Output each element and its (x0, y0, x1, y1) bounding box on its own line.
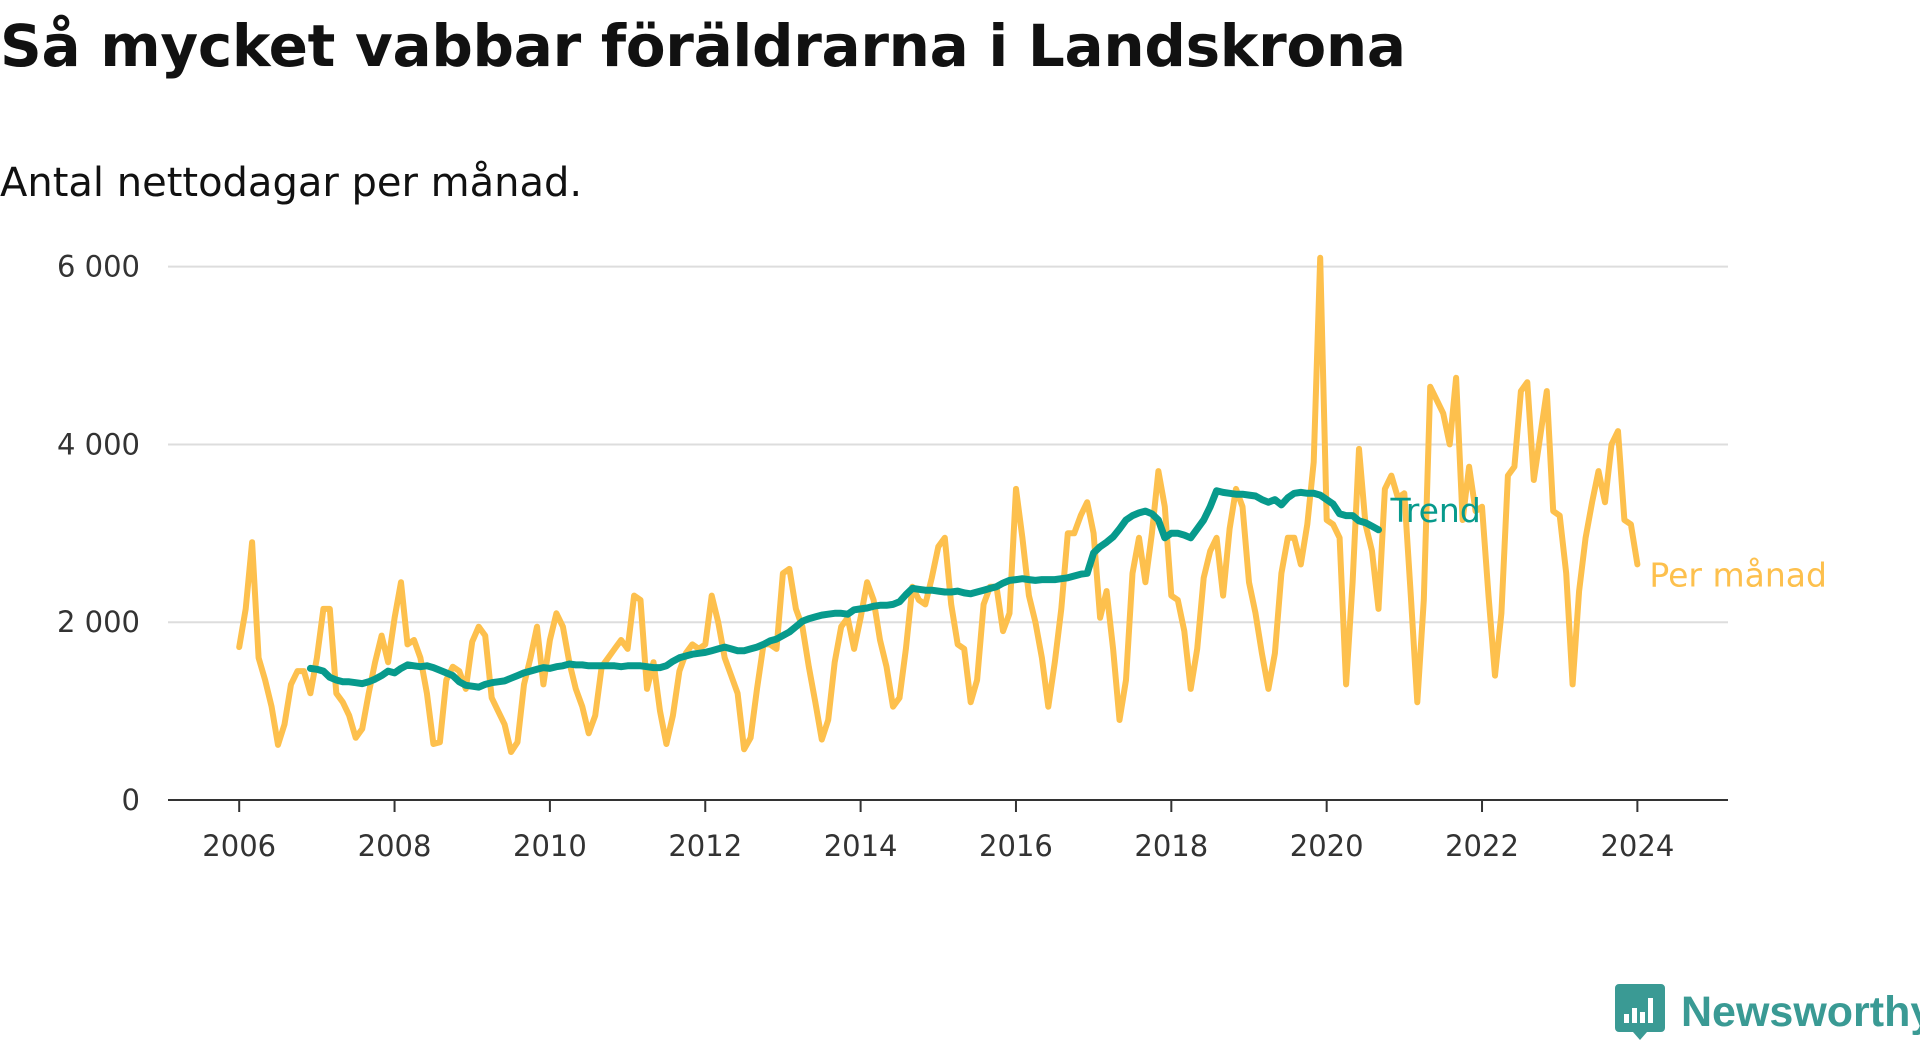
series-label-trend: Trend (1389, 491, 1480, 530)
y-gridlines (168, 265, 1728, 624)
brand-name: Newsworthy (1681, 987, 1920, 1036)
x-tick-label: 2018 (1134, 829, 1208, 863)
series-lines (236, 254, 1641, 755)
x-tick-label: 2020 (1290, 829, 1364, 863)
y-tick-label: 0 (122, 783, 140, 817)
series-line-trend (306, 487, 1382, 691)
chart-title: Så mycket vabbar föräldrarna i Landskron… (0, 12, 1406, 80)
series-end-labels: Per månad Trend (1389, 491, 1826, 595)
x-axis-ticks: 2006 2008 2010 2012 2014 2016 2018 2020 2022 2024 (202, 800, 1674, 863)
y-tick-label: 2 000 (57, 605, 140, 639)
newsworthy-logo-icon (1615, 984, 1665, 1040)
series-line-per-manad (236, 254, 1641, 755)
x-tick-label: 2016 (979, 829, 1053, 863)
y-tick-label: 4 000 (57, 427, 140, 461)
x-tick-label: 2006 (202, 829, 276, 863)
chart-subtitle: Antal nettodagar per månad. (0, 160, 583, 206)
x-tick-label: 2008 (358, 829, 432, 863)
x-tick-label: 2024 (1600, 829, 1674, 863)
y-axis-ticks: 0 2 000 4 000 6 000 (57, 250, 140, 817)
x-tick-label: 2012 (668, 829, 742, 863)
x-tick-label: 2010 (513, 829, 587, 863)
series-label-per-manad: Per månad (1649, 555, 1827, 594)
y-tick-label: 6 000 (57, 250, 140, 284)
newsworthy-logo: Newsworthy (1615, 982, 1920, 1042)
x-tick-label: 2022 (1445, 829, 1519, 863)
x-tick-label: 2014 (824, 829, 898, 863)
